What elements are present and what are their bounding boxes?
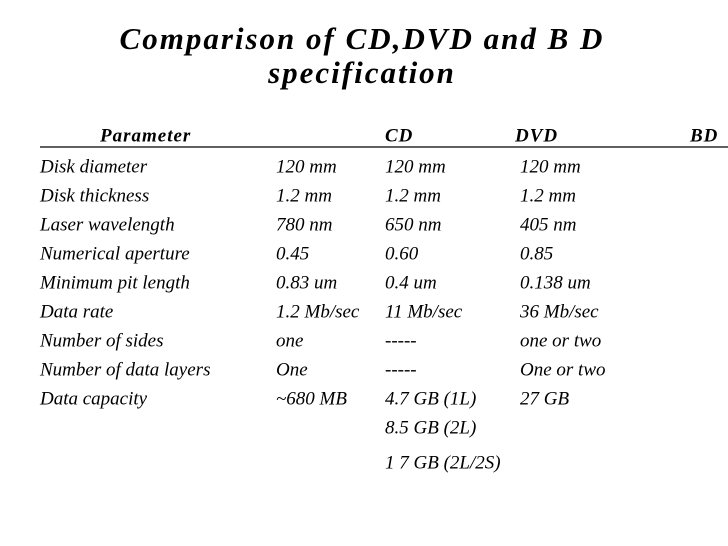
column-header: DVD	[514, 125, 558, 146]
table-cell: 1.2 mm	[520, 185, 576, 206]
table-cell: 0.4 um	[385, 272, 437, 293]
title-line: specification	[267, 55, 456, 90]
table-cell: 650 nm	[385, 214, 441, 235]
title-line: Comparison of CD,DVD and B D	[120, 21, 605, 56]
table-cell: 1.2 Mb/sec	[276, 301, 360, 322]
table-cell: one or two	[520, 330, 601, 351]
row-label: Number of sides	[39, 330, 164, 351]
table-cell: -----	[385, 330, 417, 351]
row-label: Numerical aperture	[39, 243, 190, 264]
table-cell: 0.45	[276, 243, 309, 264]
table-cell: 1.2 mm	[385, 185, 441, 206]
table-cell: One or two	[520, 359, 606, 380]
table-cell: -----	[385, 359, 417, 380]
table-cell: 120 mm	[385, 156, 446, 177]
table-cell: 120 mm	[276, 156, 337, 177]
row-label: Disk diameter	[39, 156, 148, 177]
row-label: Number of data layers	[39, 359, 210, 380]
table-cell: 0.60	[385, 243, 419, 264]
table-cell: 11 Mb/sec	[385, 301, 463, 322]
table-cell: 1 7 GB (2L/2S)	[385, 452, 501, 473]
table-cell: 0.83 um	[276, 272, 337, 293]
table-cell: 0.85	[520, 243, 553, 264]
row-label: Data rate	[39, 301, 113, 322]
table-cell: 4.7 GB (1L)	[385, 388, 476, 409]
column-header: Parameter	[99, 125, 191, 146]
column-header: CD	[385, 125, 413, 146]
row-label: Data capacity	[39, 388, 148, 409]
table-cell: 1.2 mm	[276, 185, 332, 206]
table-cell: 120 mm	[520, 156, 581, 177]
table-cell: 8.5 GB (2L)	[385, 417, 476, 438]
row-label: Minimum pit length	[39, 272, 190, 293]
table-cell: 36 Mb/sec	[519, 301, 599, 322]
column-header: BD	[689, 125, 718, 146]
table-cell: one	[276, 330, 303, 351]
table-cell: 27 GB	[520, 388, 569, 409]
row-label: Disk thickness	[39, 185, 149, 206]
table-cell: One	[276, 359, 308, 380]
table-cell: ~680 MB	[276, 388, 347, 409]
table-cell: 0.138 um	[520, 272, 591, 293]
row-label: Laser wavelength	[39, 214, 175, 235]
table-cell: 405 nm	[520, 214, 576, 235]
table-cell: 780 nm	[276, 214, 332, 235]
